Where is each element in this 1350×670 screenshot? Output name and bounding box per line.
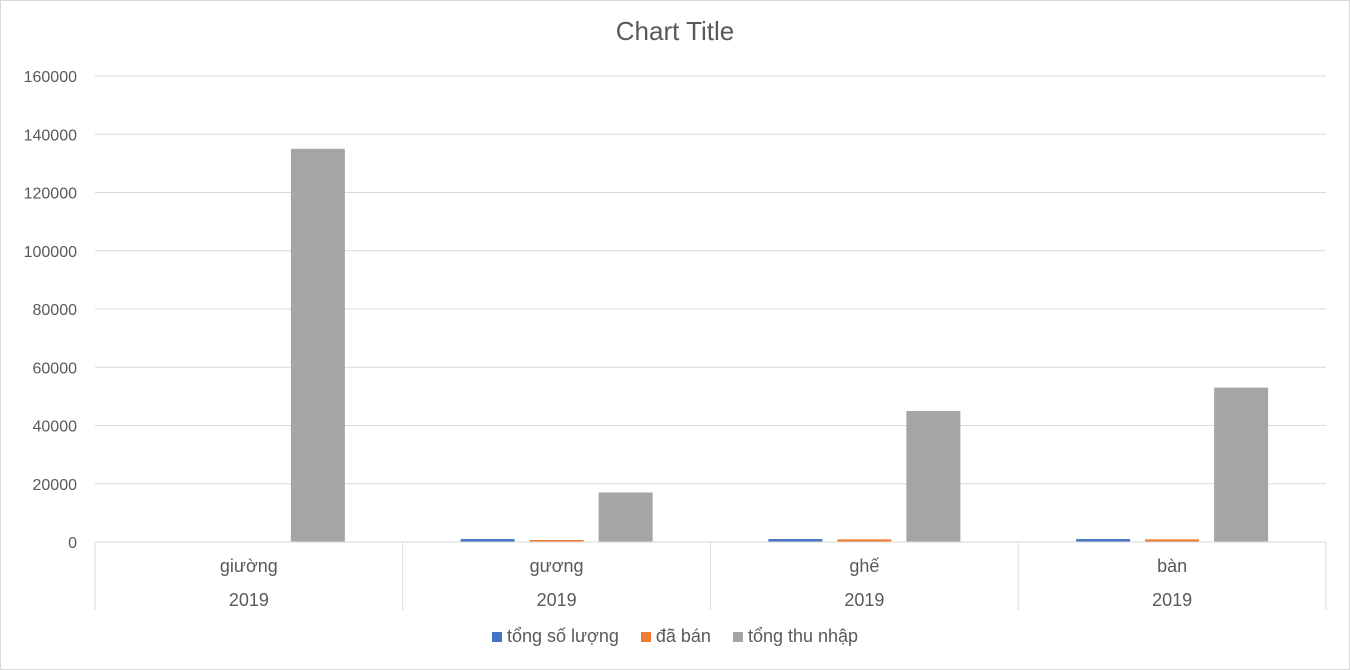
- bar: [906, 410, 961, 542]
- y-tick-label: 160000: [24, 69, 77, 86]
- bar: [460, 539, 515, 542]
- y-tick-label: 140000: [24, 127, 77, 144]
- x-axis: giường 2019 gương 2019 ghế 2019 bàn 2019: [94, 541, 1327, 610]
- x-tick-label: gương: [530, 556, 584, 576]
- y-tick-label: 60000: [33, 360, 78, 377]
- y-tick-label: 120000: [24, 186, 77, 203]
- chart-title: Chart Title: [615, 16, 735, 46]
- bar: [598, 492, 653, 542]
- legend-swatch: [640, 631, 651, 642]
- legend-item: đã bán: [640, 626, 711, 647]
- y-tick-label: 100000: [24, 244, 77, 261]
- x-group-label: 2019: [1152, 590, 1192, 610]
- y-axis-tick-labels: 0 20000 40000 60000 80000 100000 120000 140000 1…: [24, 69, 77, 552]
- legend-label: đã bán: [655, 626, 711, 646]
- bar: [1145, 539, 1200, 542]
- legend: tổng số lượng đã bán tổng thu nhập: [0, 626, 1350, 647]
- x-tick-label: ghế: [849, 556, 879, 576]
- x-group-label: 2019: [844, 590, 884, 610]
- y-tick-label: 40000: [33, 419, 78, 436]
- x-tick-label: giường: [220, 556, 278, 576]
- legend-swatch: [491, 631, 502, 642]
- x-group-label: 2019: [229, 590, 269, 610]
- bar: [1214, 387, 1269, 542]
- legend-label: tổng số lượng: [506, 626, 619, 646]
- x-group-label: 2019: [537, 590, 577, 610]
- legend-item: tổng số lượng: [491, 626, 619, 647]
- bar: [768, 539, 823, 542]
- x-tick-label: bàn: [1157, 556, 1187, 576]
- bar: [290, 148, 345, 542]
- legend-swatch: [732, 631, 743, 642]
- bar: [1076, 539, 1131, 542]
- y-tick-label: 20000: [33, 477, 78, 494]
- bar: [529, 540, 584, 542]
- bars: [290, 148, 1269, 542]
- y-tick-label: 80000: [33, 302, 78, 319]
- bar: [837, 539, 892, 542]
- legend-item: tổng thu nhập: [732, 626, 859, 647]
- legend-label: tổng thu nhập: [747, 626, 859, 646]
- gridlines: [95, 75, 1326, 485]
- y-tick-label: 0: [68, 535, 77, 552]
